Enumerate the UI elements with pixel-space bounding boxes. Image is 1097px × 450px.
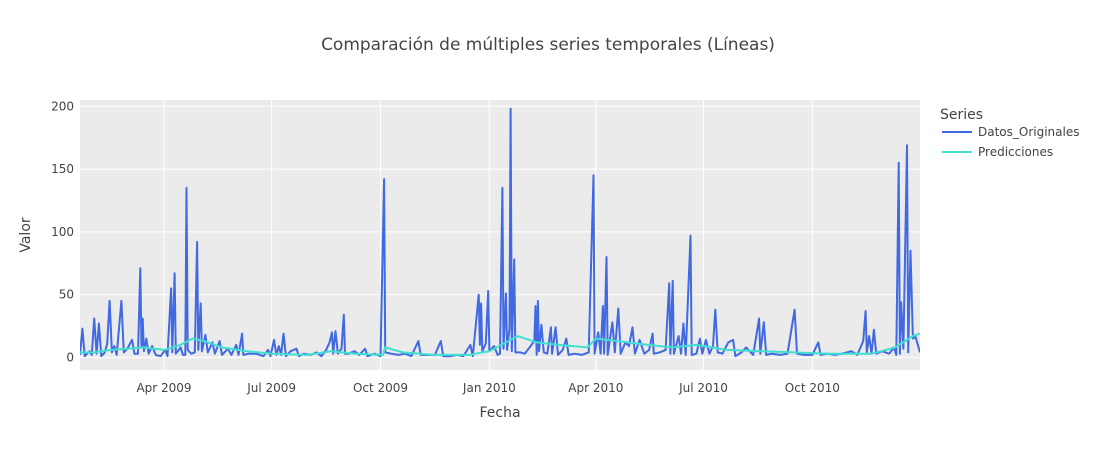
legend-item-datos-originales[interactable]: Datos_Originales [942, 125, 1079, 139]
x-tick-label: Jan 2010 [462, 381, 516, 395]
legend[interactable]: Series Datos_Originales Predicciones [940, 107, 1079, 159]
y-tick-label: 200 [51, 99, 74, 113]
series-line-datos-originales [80, 107, 920, 358]
y-axis-ticks: 0 50 100 150 200 [51, 99, 74, 364]
y-axis-title: Valor [18, 217, 34, 253]
y-tick-label: 100 [51, 225, 74, 239]
y-tick-label: 150 [51, 162, 74, 176]
series-line-predicciones [80, 332, 920, 356]
x-tick-label: Apr 2010 [568, 381, 623, 395]
y-tick-label: 50 [59, 288, 74, 302]
legend-label: Datos_Originales [978, 125, 1079, 139]
legend-label: Predicciones [978, 145, 1053, 159]
x-tick-label: Oct 2010 [785, 381, 840, 395]
legend-item-predicciones[interactable]: Predicciones [942, 145, 1053, 159]
x-axis-title: Fecha [479, 405, 520, 421]
x-tick-label: Apr 2009 [136, 381, 191, 395]
x-tick-label: Jul 2009 [246, 381, 296, 395]
legend-title: Series [940, 107, 983, 123]
x-axis-ticks: Apr 2009 Jul 2009 Oct 2009 Jan 2010 Apr 2010… [136, 381, 839, 395]
series-lines [80, 107, 920, 358]
y-tick-label: 0 [66, 350, 74, 364]
chart-title: Comparación de múltiples series temporal… [321, 35, 775, 55]
x-tick-label: Jul 2010 [678, 381, 728, 395]
x-tick-label: Oct 2009 [353, 381, 408, 395]
